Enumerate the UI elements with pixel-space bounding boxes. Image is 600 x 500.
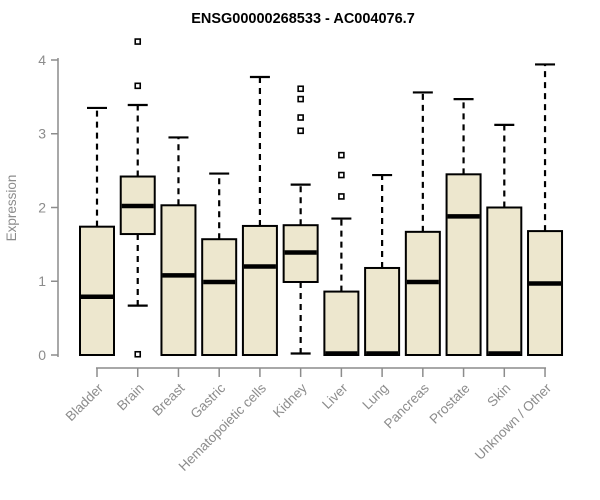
x-category-label: Pancreas (381, 380, 432, 431)
outlier-point (134, 82, 142, 90)
x-category-label: Prostate (427, 381, 473, 427)
x-category-label: Brain (114, 381, 147, 414)
y-axis-label: Expression (4, 175, 19, 242)
box-Hematopoietic cells (241, 224, 278, 356)
outlier-point (134, 350, 142, 358)
y-tick-label: 1 (38, 273, 46, 289)
box-Liver (323, 290, 360, 357)
x-category-label: Kidney (270, 380, 310, 420)
box-Skin (486, 206, 523, 356)
box-Breast (160, 204, 197, 356)
chart-title: ENSG00000268533 - AC004076.7 (191, 11, 415, 27)
box-Prostate (445, 173, 482, 356)
outlier-point (297, 95, 304, 103)
outlier-point (338, 171, 345, 179)
outlier-point (338, 151, 345, 159)
outlier-point (338, 193, 345, 200)
box-Bladder (79, 225, 115, 356)
y-tick-label: 2 (38, 199, 46, 215)
x-category-label: Breast (149, 380, 187, 418)
x-category-label: Bladder (63, 380, 107, 424)
outlier-point (134, 38, 142, 45)
box-Pancreas (404, 230, 441, 356)
outlier-point (297, 114, 304, 121)
y-tick-label: 0 (38, 347, 46, 363)
x-category-label: Unknown / Other (472, 380, 555, 463)
outlier-point (297, 127, 304, 135)
x-category-label: Lung (359, 381, 391, 413)
y-tick-label: 4 (38, 52, 46, 68)
box-Unknown / Other (527, 230, 564, 357)
x-category-label: Skin (484, 381, 513, 410)
y-tick-label: 3 (38, 126, 46, 142)
box-Lung (364, 266, 401, 357)
box-Gastric (201, 238, 238, 356)
x-category-label: Liver (319, 380, 351, 412)
x-category-label: Gastric (187, 380, 228, 421)
outlier-point (297, 85, 304, 93)
